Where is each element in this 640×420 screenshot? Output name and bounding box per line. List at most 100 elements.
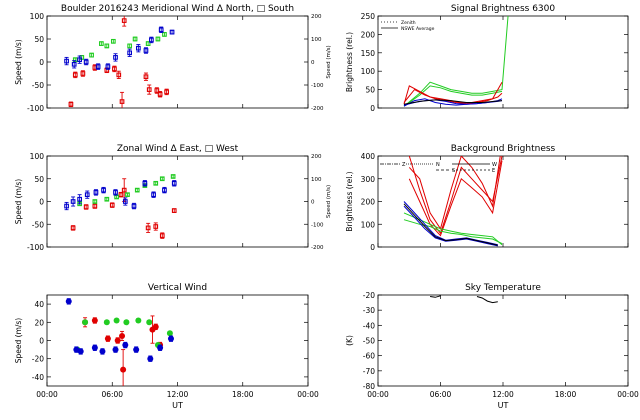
plot-area: [430, 295, 498, 304]
data-point: [146, 319, 153, 326]
y-tick-label: -70: [363, 367, 375, 376]
data-point: [109, 202, 115, 208]
chart-title: Boulder 2016243 Meridional Wind ∆ North,…: [61, 4, 294, 14]
x-tick-label: 00:00: [617, 390, 639, 399]
plot-frame: [46, 294, 309, 387]
data-point: [83, 204, 89, 210]
y-tick-label: 0: [370, 104, 375, 113]
y-tick-label: -40: [32, 373, 44, 382]
y2-tick-label: -200: [311, 106, 324, 112]
y-tick-label: 0: [370, 243, 375, 252]
data-point: [153, 224, 159, 229]
y-tick-label: -30: [363, 306, 375, 315]
data-point: [171, 208, 177, 213]
data-point: [121, 187, 127, 193]
data-point: [80, 71, 86, 76]
data-point: [89, 52, 94, 58]
plot-area: [64, 16, 175, 108]
plot-frame: [377, 294, 629, 387]
x-tick-label: 00:00: [367, 390, 389, 399]
data-point: [157, 344, 164, 351]
data-point: [92, 203, 98, 209]
data-point: [70, 199, 76, 204]
data-point: [166, 330, 173, 337]
y-tick-label: -100: [27, 243, 44, 252]
data-point: [120, 366, 127, 373]
x-tick-label: 18:00: [232, 390, 254, 399]
data-point: [104, 43, 110, 49]
data-point: [143, 48, 149, 53]
series-line: [476, 296, 498, 304]
panel-vertical: Vertical Wind 00:00 06:00 12:00 18:00 00:00 -4…: [14, 283, 319, 410]
y-tick-label: 0: [39, 337, 44, 346]
series-line: [408, 156, 501, 231]
x-tick-label: 06:00: [101, 390, 123, 399]
data-point: [72, 72, 78, 78]
y-axis-label: (K): [345, 335, 354, 346]
legend-label: Zenith: [401, 20, 416, 26]
data-point: [135, 317, 142, 324]
data-point: [105, 64, 111, 69]
panel-signal: Signal Brightness 6300 0 50 100 150 200 250 Bri…: [345, 4, 629, 113]
y-tick-label: -50: [363, 337, 375, 346]
y2-tick-label: 200: [311, 14, 322, 20]
legend-label: S: [452, 168, 455, 174]
data-point: [123, 319, 130, 326]
x-tick-label: 00:00: [297, 390, 319, 399]
series-line: [403, 16, 509, 107]
data-point: [158, 27, 164, 33]
data-point: [167, 335, 174, 342]
data-point: [134, 187, 140, 193]
x-axis-label: UT: [498, 401, 509, 410]
y-tick-label: 0: [39, 58, 44, 67]
x-axis-label: UT: [172, 401, 183, 410]
legend-label: W: [492, 162, 497, 168]
plot-frame: [377, 155, 629, 248]
y-tick-label: 100: [30, 12, 45, 21]
chart-title: Signal Brightness 6300: [451, 4, 555, 14]
data-point: [133, 346, 140, 353]
data-point: [169, 29, 175, 35]
data-point: [77, 348, 84, 355]
y-axis-label: Speed (m/s): [14, 318, 23, 364]
data-point: [77, 196, 82, 202]
y-tick-label: -60: [363, 352, 375, 361]
data-point: [91, 317, 98, 324]
data-point: [154, 88, 160, 93]
data-point: [145, 41, 151, 46]
data-point: [71, 61, 77, 67]
y-tick-label: 100: [361, 220, 376, 229]
series-line: [403, 212, 503, 246]
data-point: [171, 180, 177, 186]
data-point: [149, 37, 154, 43]
x-tick-label: 00:00: [36, 390, 58, 399]
y2-tick-label: 200: [311, 154, 322, 160]
data-point: [127, 43, 132, 49]
data-point: [122, 342, 129, 349]
data-point: [113, 55, 118, 60]
y2-tick-label: -200: [311, 245, 324, 251]
series-line: [403, 88, 503, 105]
data-point: [131, 203, 137, 209]
series-line: [430, 295, 441, 298]
chart-title: Background Brightness: [451, 144, 556, 154]
data-point: [136, 45, 141, 51]
y-axis-label: Speed (m/s): [14, 179, 23, 225]
data-point: [113, 190, 118, 195]
y-tick-label: 0: [39, 198, 44, 207]
data-point: [153, 180, 159, 186]
x-tick-label: 06:00: [430, 390, 452, 399]
legend-label: NSWE Average: [401, 26, 435, 32]
data-point: [64, 58, 69, 64]
data-point: [127, 50, 132, 56]
chart-title: Sky Temperature: [465, 283, 541, 293]
plot-area: [64, 174, 177, 239]
y-tick-label: 200: [361, 30, 376, 39]
data-point: [159, 176, 165, 182]
y2-tick-label: 0: [311, 60, 315, 66]
data-point: [162, 187, 167, 193]
data-point: [68, 101, 74, 107]
y-tick-label: 250: [361, 12, 376, 21]
data-point: [159, 233, 165, 238]
